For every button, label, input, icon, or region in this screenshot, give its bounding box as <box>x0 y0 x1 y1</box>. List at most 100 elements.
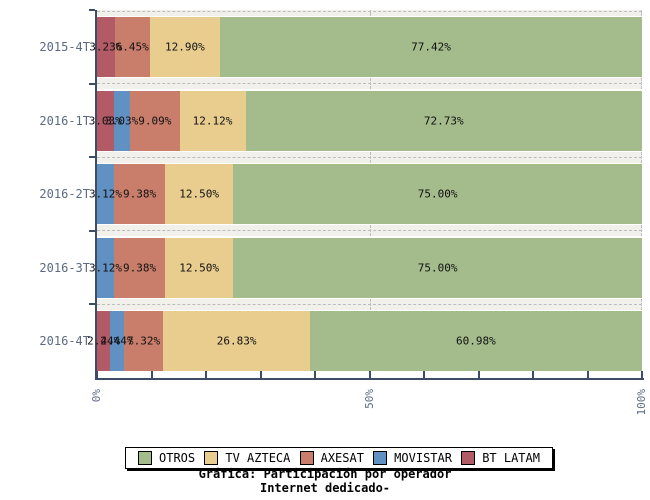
bar-segment-tv-azteca: 12.50% <box>165 237 234 298</box>
grid-strip <box>97 10 642 16</box>
bar-segment-label: 77.42% <box>411 40 451 54</box>
bar-segment-label: 3.03% <box>105 114 139 128</box>
category-label: 2016-3T <box>39 260 90 275</box>
bar-segment-bt-latam: 3.23% <box>89 17 122 77</box>
bar-segment-label: 12.12% <box>192 114 233 128</box>
x-tick <box>259 371 262 378</box>
x-tick <box>532 371 534 378</box>
bar-segment-label: 12.50% <box>179 187 220 201</box>
legend-item-tv-azteca: TV AZTECA <box>204 451 290 465</box>
category-label: 2016-1T <box>39 113 90 128</box>
category-label: 2015-4T <box>39 40 90 54</box>
legend-swatch <box>299 451 314 465</box>
y-tick <box>89 229 95 232</box>
x-tick <box>314 371 316 378</box>
x-tick-label: 100% <box>635 389 648 416</box>
category-label: 2016-4T <box>39 334 90 349</box>
bar-segment-axesat: 9.09% <box>130 90 180 151</box>
x-tick-label: 50% <box>362 389 376 409</box>
bar-segment-label: 26.83% <box>216 334 257 348</box>
bar-segment-label: 60.98% <box>455 334 496 348</box>
bar-segment-movistar: 3.12% <box>89 164 122 225</box>
bar-segment-movistar: 3.03% <box>105 90 138 151</box>
y-tick <box>89 303 95 306</box>
bar-row: 2.44% 2.44% 7.32% 26.83% 60.98% <box>87 311 642 372</box>
bar-row: 3.12% 9.38% 12.50% 75.00% <box>89 164 642 225</box>
bar-segment-axesat: 9.38% <box>114 237 166 298</box>
bar-segment-label: 9.38% <box>122 261 157 275</box>
bar-segment-otros: 77.42% <box>220 17 642 77</box>
bar-segment-label: 3.12% <box>88 187 123 201</box>
gridline-vertical-50 <box>369 298 371 310</box>
x-tick <box>368 371 371 378</box>
x-tick <box>586 371 589 378</box>
plot-area: 0% 50% 100% 3.23% 6.45% 12.90% 77.42% 2015-4T 3.… <box>39 9 648 416</box>
bar-segment-label: 7.32% <box>126 334 161 348</box>
bar-segment-axesat: 7.32% <box>123 311 164 372</box>
bar-segment-label: 12.90% <box>165 40 205 54</box>
x-tick <box>205 371 207 378</box>
grid-strip <box>97 225 642 237</box>
legend-item-otros: OTROS <box>138 451 195 465</box>
gridline-vertical-100 <box>641 10 642 16</box>
legend-swatch <box>138 451 152 465</box>
y-tick <box>89 156 95 159</box>
bar-segment-label: 75.00% <box>417 187 458 201</box>
bar-segment-bt-latam: 2.44% <box>87 311 120 372</box>
bar-segment-otros: 75.00% <box>233 164 642 225</box>
grid-strip <box>97 78 642 90</box>
x-tick <box>96 371 98 378</box>
bar-segment-label: 9.09% <box>138 114 172 128</box>
bar-segment-label: 2.44% <box>87 334 121 348</box>
legend-label: OTROS <box>159 451 196 465</box>
bar-row: 3.23% 6.45% 12.90% 77.42% <box>89 17 642 77</box>
gridline-vertical-50 <box>369 10 371 16</box>
chart-subtitle: Internet dedicado- <box>259 481 391 495</box>
bar-segment-otros: 72.73% <box>245 90 642 151</box>
gridline-vertical-100 <box>641 151 642 163</box>
x-tick-label: 0% <box>90 389 103 403</box>
bar-segment-label: 72.73% <box>423 114 464 128</box>
x-tick <box>477 371 480 378</box>
gridline-vertical-100 <box>641 78 642 90</box>
bar-segment-tv-azteca: 26.83% <box>163 311 310 372</box>
bar-row: 3.12% 9.38% 12.50% 75.00% <box>89 237 642 298</box>
bar-segment-bt-latam: 3.03% <box>89 90 122 151</box>
x-axis-line <box>95 378 644 380</box>
legend-label: TV AZTECA <box>225 451 291 465</box>
bar-segment-tv-azteca: 12.90% <box>149 17 221 77</box>
legend: OTROS TV AZTECA AXESAT MOVISTAR BT LATAM <box>125 447 553 469</box>
legend-label: AXESAT <box>320 451 364 465</box>
bar-segment-otros: 75.00% <box>233 237 642 298</box>
bar-segment-label: 2.44% <box>100 334 134 348</box>
category-label: 2016-2T <box>39 187 90 202</box>
chart-title: Gráfica: Participación por operador <box>198 467 452 481</box>
gridline-vertical-50 <box>369 78 371 90</box>
legend-swatch <box>373 451 388 465</box>
grid-strip <box>97 151 642 163</box>
gridline-vertical-100 <box>641 225 642 237</box>
legend-item-movistar: MOVISTAR <box>373 451 452 465</box>
bar-segment-label: 12.50% <box>179 261 220 275</box>
bar-segment-label: 6.45% <box>115 40 149 54</box>
bar-segment-label: 9.38% <box>122 187 157 201</box>
legend-swatch <box>461 451 476 465</box>
bar-segment-label: 3.12% <box>88 261 123 275</box>
legend-item-axesat: AXESAT <box>299 451 364 465</box>
bar-row: 3.03% 3.03% 9.09% 12.12% 72.73% <box>89 90 642 151</box>
x-tick <box>641 371 643 378</box>
bar-segment-label: 3.03% <box>88 114 122 128</box>
y-tick <box>89 9 95 11</box>
legend-label: BT LATAM <box>482 451 540 465</box>
bar-segment-tv-azteca: 12.12% <box>179 90 246 151</box>
x-tick <box>423 371 425 378</box>
gridline-vertical-50 <box>369 151 371 163</box>
gridline-vertical-50 <box>369 225 371 237</box>
y-tick <box>89 82 95 85</box>
x-tick <box>150 371 153 378</box>
bar-segment-movistar: 3.12% <box>89 237 122 298</box>
bar-segment-axesat: 6.45% <box>114 17 150 77</box>
gridline-vertical-100 <box>641 298 642 310</box>
legend-label: MOVISTAR <box>394 451 452 465</box>
